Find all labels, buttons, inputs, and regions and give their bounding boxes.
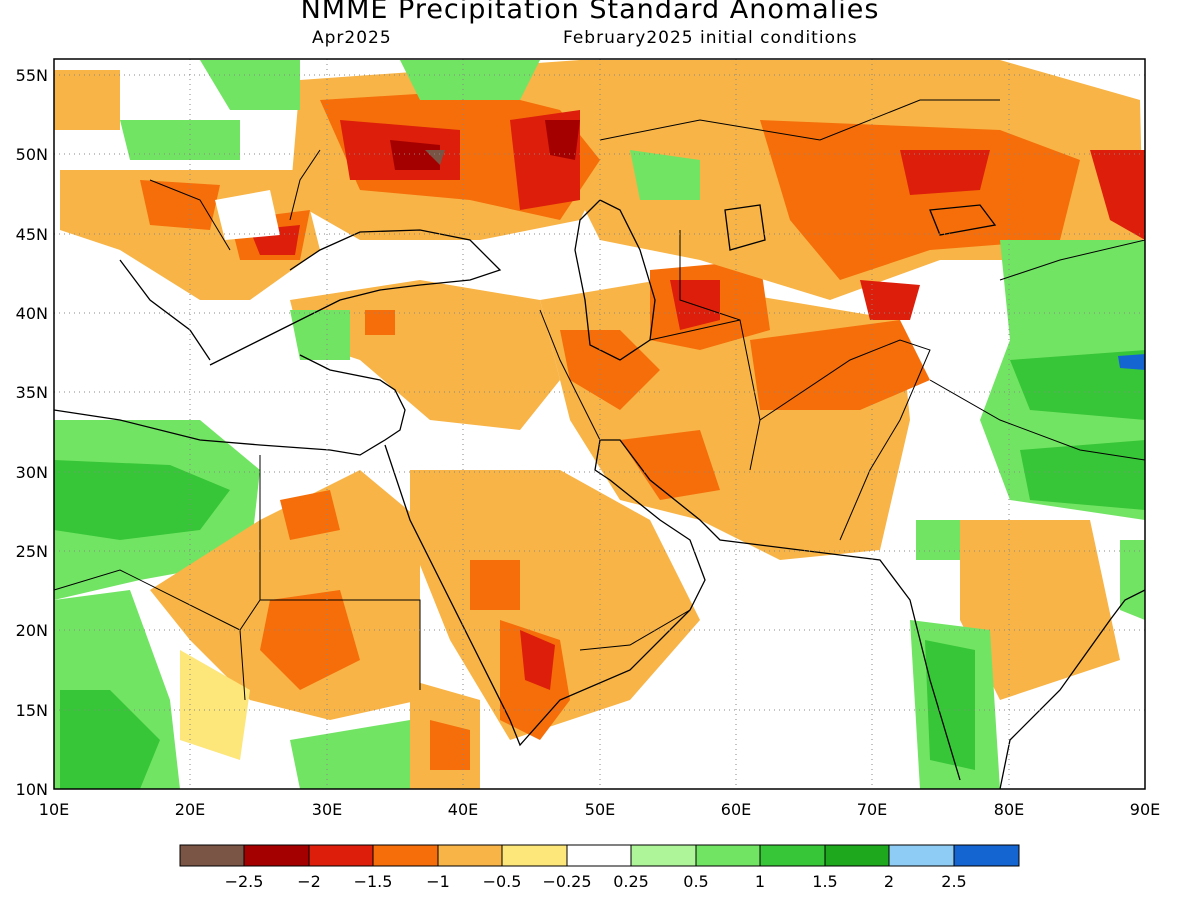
anomaly-region	[390, 140, 440, 170]
colorbar-swatch	[180, 845, 244, 866]
lon-tick-label: 90E	[1130, 800, 1160, 819]
anomaly-region	[140, 180, 220, 230]
anomaly-region	[470, 560, 520, 610]
lat-tick-label: 15N	[16, 701, 48, 720]
colorbar-label: 2.5	[941, 872, 966, 891]
colorbar-swatch	[825, 845, 889, 866]
anomaly-region	[260, 590, 360, 690]
colorbar-swatch	[244, 845, 309, 866]
colorbar-swatch	[567, 845, 631, 866]
lon-tick-label: 20E	[175, 800, 205, 819]
country-borders	[53, 99, 1146, 701]
colorbar-swatch	[631, 845, 696, 866]
lat-tick-label: 40N	[16, 304, 48, 323]
anomaly-region	[215, 190, 280, 240]
colorbar-label: −2	[297, 872, 321, 891]
lat-tick-label: 55N	[16, 66, 48, 85]
anomaly-region	[54, 70, 120, 130]
anomaly-region	[900, 150, 990, 195]
anomaly-region	[1090, 150, 1145, 240]
anomaly-region	[620, 430, 720, 500]
anomaly-region	[1010, 350, 1145, 420]
anomaly-region	[1118, 354, 1145, 370]
anomaly-region	[1020, 440, 1145, 510]
anomaly-region	[120, 120, 240, 160]
anomaly-region	[290, 310, 350, 360]
colorbar-swatch	[760, 845, 825, 866]
gridlines	[54, 59, 1145, 789]
anomaly-region	[365, 310, 395, 335]
anomaly-region	[916, 520, 960, 560]
lat-tick-label: 35N	[16, 383, 48, 402]
anomaly-region	[545, 120, 580, 160]
anomaly-region	[54, 460, 230, 540]
lat-tick-label: 30N	[16, 463, 48, 482]
lat-tick-label: 10N	[16, 780, 48, 799]
anomaly-region	[410, 470, 700, 740]
colorbar-swatch	[889, 845, 954, 866]
colorbar-label: −1.5	[354, 872, 393, 891]
anomaly-region	[750, 320, 930, 410]
anomaly-field	[54, 59, 1145, 789]
lon-tick-label: 50E	[585, 800, 615, 819]
colorbar-label: −1	[426, 872, 450, 891]
colorbar-label: −0.5	[483, 872, 522, 891]
colorbar-swatch	[373, 845, 438, 866]
lon-tick-label: 10E	[39, 800, 69, 819]
colorbar: −2.5 −2 −1.5 −1 −0.5 −0.25 0.25 0.5 1 1.…	[179, 844, 1020, 891]
colorbar-label: −0.25	[542, 872, 591, 891]
anomaly-region	[430, 720, 470, 770]
anomaly-region	[280, 490, 340, 540]
anomaly-region	[60, 690, 160, 789]
lat-tick-label: 20N	[16, 621, 48, 640]
anomaly-region	[290, 720, 420, 789]
anomaly-region	[520, 630, 555, 690]
lat-tick-label: 25N	[16, 542, 48, 561]
lat-tick-labels: 10N 15N 20N 25N 30N 35N 40N 45N 50N 55N	[16, 66, 48, 799]
lon-tick-label: 80E	[994, 800, 1024, 819]
lon-tick-label: 30E	[312, 800, 342, 819]
map-title: NMME Precipitation Standard Anomalies	[300, 0, 880, 25]
colorbar-swatch	[309, 845, 373, 866]
anomaly-region	[400, 60, 540, 100]
colorbar-swatch	[696, 845, 760, 866]
anomaly-region	[630, 150, 700, 200]
anomaly-region	[860, 280, 920, 320]
colorbar-label: 0.5	[683, 872, 708, 891]
lon-tick-label: 60E	[721, 800, 751, 819]
colorbar-label: 1	[755, 872, 765, 891]
anomaly-region	[290, 280, 560, 430]
anomaly-region	[200, 60, 300, 110]
lon-tick-label: 70E	[857, 800, 887, 819]
map-frame	[53, 58, 1146, 790]
colorbar-swatch	[438, 845, 502, 866]
colorbar-label: 0.25	[613, 872, 649, 891]
lat-tick-label: 50N	[16, 145, 48, 164]
lon-tick-labels: 10E 20E 30E 40E 50E 60E 70E 80E 90E	[39, 800, 1160, 819]
colorbar-label: 1.5	[812, 872, 837, 891]
lat-tick-label: 45N	[16, 225, 48, 244]
colorbar-label: 2	[884, 872, 894, 891]
anomaly-region	[925, 640, 975, 770]
coastlines	[53, 199, 1146, 790]
colorbar-label: −2.5	[225, 872, 264, 891]
target-month-label: Apr2025	[312, 28, 392, 48]
anomaly-region	[1120, 540, 1145, 620]
anomaly-region	[960, 520, 1120, 700]
init-conditions-label: February2025 initial conditions	[563, 28, 858, 48]
lon-tick-label: 40E	[448, 800, 478, 819]
colorbar-swatch	[502, 845, 567, 866]
colorbar-swatch	[954, 845, 1019, 866]
anomaly-region	[180, 650, 250, 760]
